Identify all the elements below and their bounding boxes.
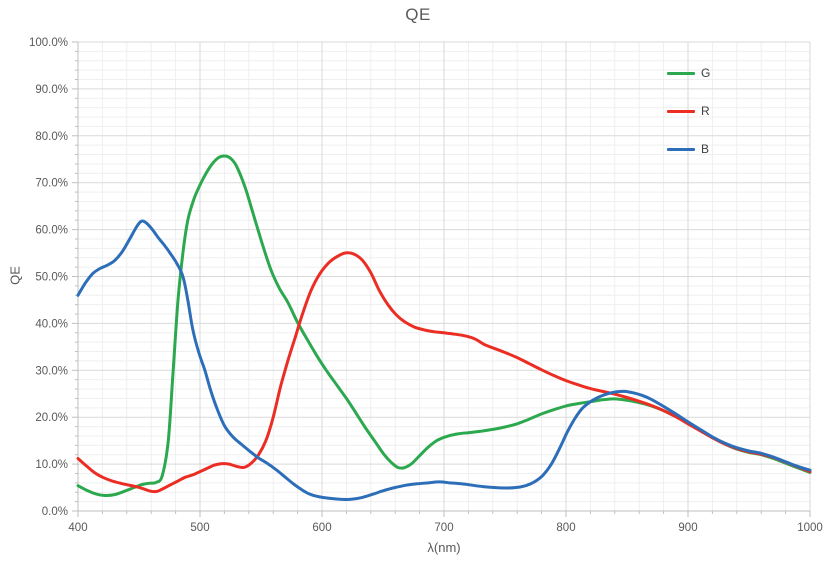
legend-item-G: G	[667, 54, 710, 92]
y-tick-label: 80.0%	[35, 131, 68, 143]
x-tick-label: 800	[556, 522, 575, 534]
legend-item-B: B	[667, 130, 710, 168]
y-tick-label: 100.0%	[29, 37, 68, 49]
y-tick-label: 60.0%	[35, 225, 68, 237]
series-line-B	[76, 219, 812, 501]
y-tick-label: 90.0%	[35, 84, 68, 96]
legend-label-R: R	[701, 104, 710, 118]
series-line-R	[76, 251, 812, 494]
y-tick-label: 30.0%	[35, 365, 68, 377]
legend-line-R	[667, 109, 695, 113]
x-tick-label: 600	[312, 522, 331, 534]
x-tick-label: 900	[678, 522, 697, 534]
x-tick-label: 1000	[797, 522, 823, 534]
x-tick-label: 700	[434, 522, 453, 534]
y-axis-title: QE	[7, 266, 23, 285]
x-tick-label: 500	[190, 522, 209, 534]
legend-label-G: G	[701, 66, 711, 80]
legend: G R B	[667, 54, 710, 168]
legend-item-R: R	[667, 92, 710, 130]
y-tick-label: 20.0%	[35, 412, 68, 424]
y-tick-label: 10.0%	[35, 459, 68, 471]
y-tick-label: 50.0%	[35, 272, 68, 284]
y-tick-label: 70.0%	[35, 178, 68, 190]
y-tick-label: 0.0%	[42, 506, 68, 518]
y-tick-label: 40.0%	[35, 318, 68, 330]
legend-line-G	[667, 71, 695, 75]
x-axis-title: λ(nm)	[427, 540, 461, 555]
legend-label-B: B	[701, 142, 710, 156]
legend-line-B	[667, 147, 695, 151]
x-tick-label: 400	[68, 522, 87, 534]
chart-title: QE	[405, 5, 431, 24]
